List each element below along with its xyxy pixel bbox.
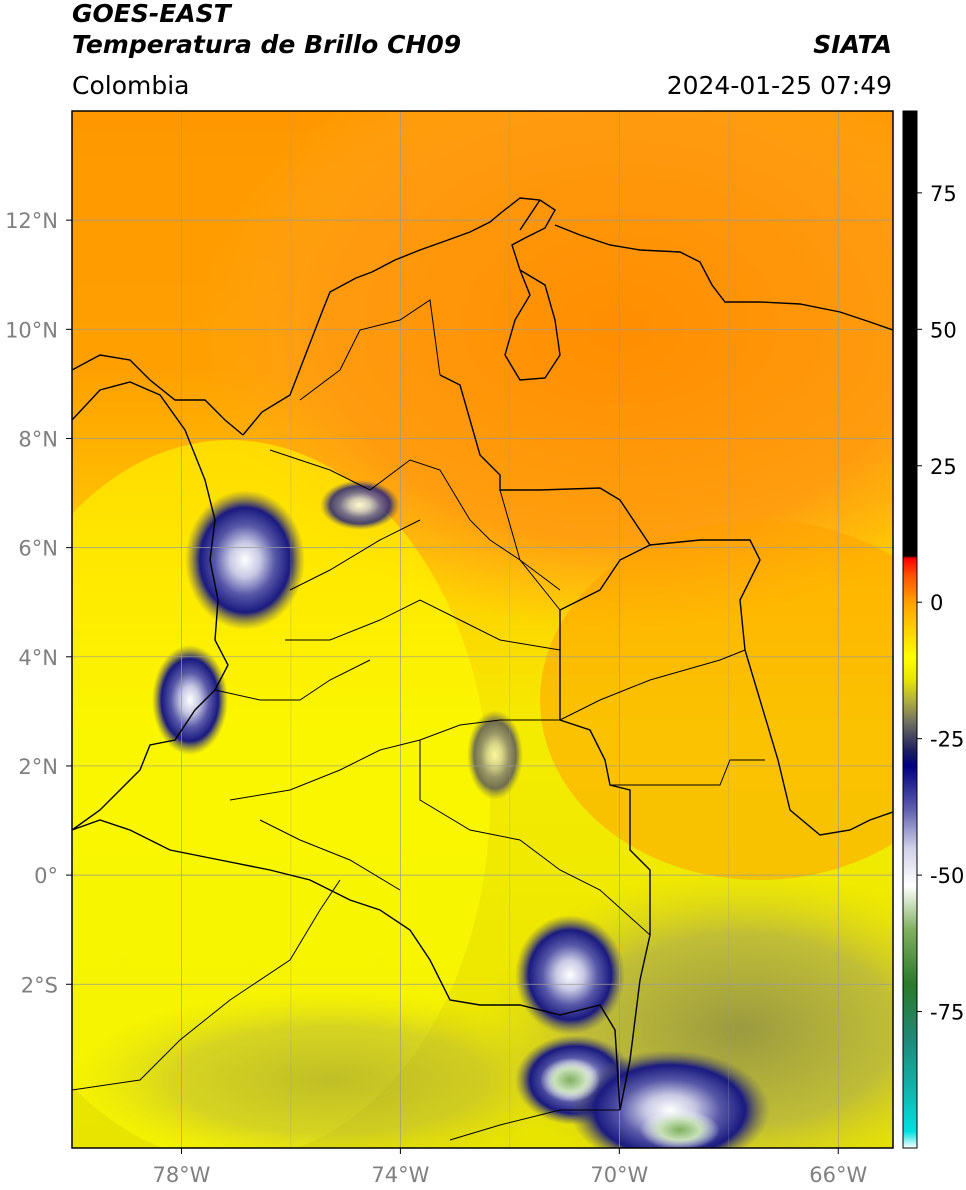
lat-tick-label: 12°N: [5, 209, 58, 233]
colorbar-tick-label: -75: [930, 1001, 964, 1025]
latitude-ticks: 12°N 10°N 8°N 6°N 4°N 2°N 0° 2°S: [5, 209, 72, 997]
venezuela-coastline: [554, 224, 893, 331]
colorbar-tick-label: 25: [930, 455, 957, 479]
venezuela-internal-lines: [499, 489, 765, 786]
lat-tick-label: 6°N: [18, 537, 58, 561]
borders: [72, 197, 893, 1141]
region-label: Colombia: [72, 71, 190, 100]
lat-tick-label: 10°N: [5, 318, 58, 342]
cloud-cell-choco: [185, 490, 305, 630]
ecuador-border: [72, 819, 621, 1111]
colorbar-scale: [902, 110, 918, 1149]
colorbar-tick-label: -50: [930, 864, 964, 888]
map-frame: [71, 110, 894, 1149]
colorbar-ticks: 75 50 25 0 -25 -50 -75: [917, 182, 964, 1025]
cloud-cell-antioquia: [320, 480, 400, 530]
colorbar-tick-label: 0: [930, 591, 943, 615]
agency-label: SIATA: [813, 30, 892, 59]
lat-tick-label: 4°N: [18, 646, 58, 670]
cloud-core-1: [540, 1058, 600, 1102]
cloud-cell-amazon-north: [515, 915, 625, 1035]
lon-tick-label: 74°W: [371, 1163, 429, 1187]
colorbar-tick-label: 75: [930, 182, 957, 206]
colombia-venezuela-border: [439, 199, 893, 836]
lat-tick-label: 0°: [34, 864, 58, 888]
lon-tick-label: 66°W: [809, 1163, 867, 1187]
lon-tick-label: 70°W: [590, 1163, 648, 1187]
cloud-cell-pacific: [152, 645, 228, 755]
colorbar-tick-label: -25: [930, 728, 964, 752]
product-title: Temperatura de Brillo CH09: [72, 30, 462, 59]
lat-tick-label: 2°N: [18, 755, 58, 779]
timestamp-label: 2024-01-25 07:49: [666, 71, 892, 100]
peru-brazil-lines: [72, 879, 620, 1141]
lat-tick-label: 8°N: [18, 427, 58, 451]
colorbar-tick-label: 50: [930, 318, 957, 342]
longitude-ticks: 78°W 74°W 70°W 66°W: [152, 1148, 867, 1187]
cloud-core-2: [640, 1110, 720, 1148]
department-lines: [214, 299, 651, 936]
satellite-image: [72, 111, 893, 1148]
lat-tick-label: 2°S: [21, 973, 58, 997]
satellite-title: GOES-EAST: [72, 0, 231, 28]
olive-region-south: [72, 990, 590, 1148]
graticule: [72, 111, 893, 1148]
colorbar: 75 50 25 0 -25 -50 -75: [902, 110, 964, 1149]
lon-tick-label: 78°W: [152, 1163, 210, 1187]
cloud-cell-llanos: [467, 710, 523, 800]
cloud-cell-amazon-south: [570, 1050, 770, 1148]
pacific-coastline: [72, 354, 244, 831]
